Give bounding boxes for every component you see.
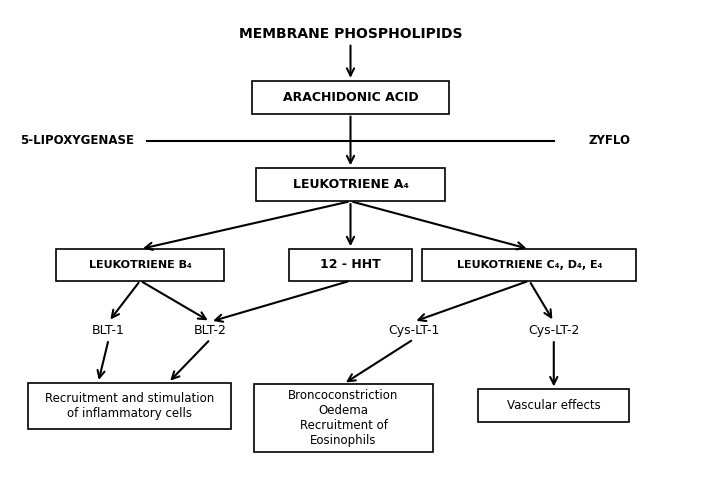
Text: ARACHIDONIC ACID: ARACHIDONIC ACID — [283, 91, 418, 104]
FancyBboxPatch shape — [28, 383, 231, 429]
Text: MEMBRANE PHOSPHOLIPIDS: MEMBRANE PHOSPHOLIPIDS — [239, 27, 462, 41]
Text: LEUKOTRIENE A₄: LEUKOTRIENE A₄ — [292, 178, 409, 191]
FancyBboxPatch shape — [422, 249, 637, 281]
Text: BLT-1: BLT-1 — [93, 324, 125, 337]
FancyBboxPatch shape — [478, 389, 629, 422]
Text: Recruitment and stimulation
of inflammatory cells: Recruitment and stimulation of inflammat… — [45, 392, 215, 420]
Text: 12 - HHT: 12 - HHT — [320, 259, 381, 271]
Text: LEUKOTRIENE B₄: LEUKOTRIENE B₄ — [89, 260, 191, 270]
Text: Broncoconstriction
Oedema
Recruitment of
Eosinophils: Broncoconstriction Oedema Recruitment of… — [288, 389, 399, 447]
Text: BLT-2: BLT-2 — [194, 324, 226, 337]
Text: Vascular effects: Vascular effects — [507, 399, 601, 412]
FancyBboxPatch shape — [252, 81, 449, 114]
FancyBboxPatch shape — [56, 249, 224, 281]
FancyBboxPatch shape — [254, 384, 433, 452]
Text: Cys-LT-1: Cys-LT-1 — [388, 324, 440, 337]
Text: ZYFLO: ZYFLO — [589, 135, 631, 147]
FancyBboxPatch shape — [289, 249, 411, 281]
Text: LEUKOTRIENE C₄, D₄, E₄: LEUKOTRIENE C₄, D₄, E₄ — [456, 260, 602, 270]
FancyBboxPatch shape — [256, 168, 445, 201]
Text: Cys-LT-2: Cys-LT-2 — [528, 324, 580, 337]
Text: 5-LIPOXYGENASE: 5-LIPOXYGENASE — [20, 135, 134, 147]
